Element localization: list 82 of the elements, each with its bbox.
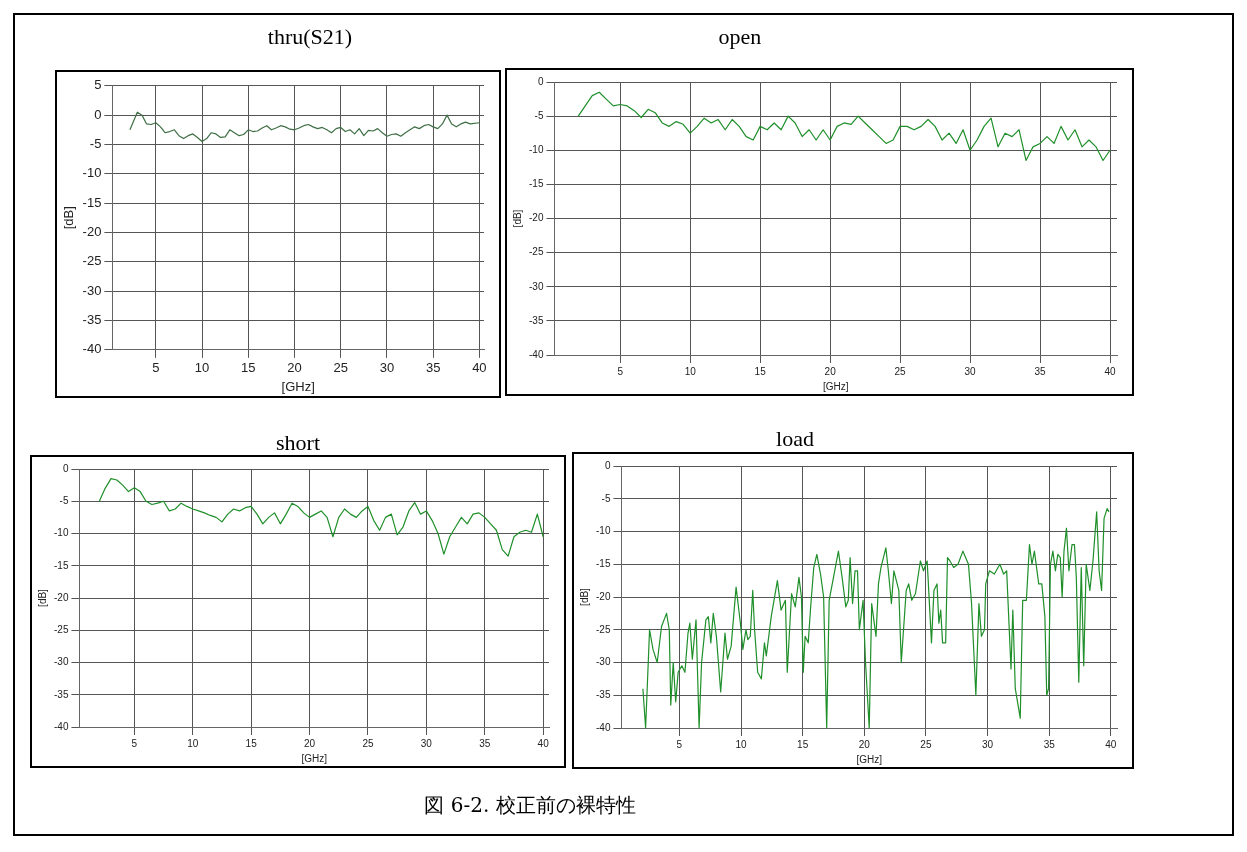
y-tick-label: -20	[82, 224, 102, 240]
x-axis-title: [GHz]	[301, 752, 328, 764]
y-tick-label: -5	[601, 492, 611, 504]
y-tick-label: -30	[596, 656, 611, 668]
y-tick-label: -30	[54, 656, 69, 668]
y-tick-label: -40	[54, 720, 69, 732]
x-tick-label: 5	[152, 360, 160, 376]
y-tick-label: -25	[596, 623, 611, 635]
y-axis-title: [dB]	[61, 206, 77, 230]
y-tick-label: -10	[82, 165, 102, 181]
x-tick-label: 20	[287, 360, 302, 376]
y-tick-label: -40	[82, 341, 102, 357]
x-tick-label: 15	[754, 365, 767, 377]
y-tick-label: -35	[54, 688, 69, 700]
x-tick-label: 30	[420, 737, 433, 749]
x-tick-label: 40	[1105, 738, 1117, 750]
y-tick-label: 0	[62, 462, 69, 474]
x-tick-label: 5	[131, 737, 138, 749]
x-tick-label: 40	[472, 360, 487, 376]
x-tick-label: 35	[1034, 365, 1047, 377]
chart-title: open	[717, 24, 763, 50]
y-tick-label: -30	[82, 282, 102, 298]
y-tick-label: -30	[529, 280, 544, 292]
y-tick-label: 5	[94, 77, 102, 93]
x-tick-label: 20	[824, 365, 837, 377]
y-tick-label: -15	[596, 558, 611, 569]
y-tick-label: -25	[529, 246, 544, 258]
y-tick-label: 0	[537, 75, 544, 87]
y-tick-label: -25	[82, 253, 102, 269]
x-tick-label: 40	[1104, 365, 1116, 377]
y-tick-label: -20	[529, 212, 544, 224]
chart-title: load	[775, 426, 815, 452]
x-tick-label: 25	[894, 365, 907, 377]
y-tick-label: -15	[54, 559, 69, 571]
chart-title: thru(S21)	[266, 24, 354, 50]
caption: 図 6-2. 校正前の裸特性	[423, 792, 637, 819]
y-axis-title: [dB]	[578, 587, 590, 606]
x-tick-label: 15	[797, 738, 809, 750]
y-tick-label: -35	[82, 312, 102, 328]
x-axis-title: [GHz]	[281, 378, 315, 394]
x-tick-label: 35	[479, 737, 491, 749]
x-tick-label: 10	[187, 737, 199, 749]
y-tick-label: -10	[596, 525, 611, 537]
x-tick-label: 35	[425, 360, 441, 376]
y-tick-label: -5	[534, 109, 544, 121]
y-axis-title: [dB]	[36, 588, 48, 607]
x-tick-label: 10	[194, 360, 210, 376]
x-tick-label: 5	[617, 365, 624, 377]
x-tick-label: 30	[982, 738, 994, 750]
x-tick-label: 25	[920, 738, 932, 750]
x-tick-label: 10	[684, 365, 697, 377]
y-tick-label: 0	[604, 459, 611, 471]
y-tick-label: -40	[596, 721, 611, 733]
x-tick-label: 25	[333, 360, 348, 376]
x-axis-title: [GHz]	[822, 380, 849, 392]
y-tick-label: -5	[59, 495, 69, 506]
x-tick-label: 20	[303, 737, 316, 749]
y-tick-label: -5	[89, 136, 102, 152]
y-tick-label: -10	[54, 527, 69, 539]
chart-title: short	[275, 430, 321, 456]
x-tick-label: 20	[858, 738, 871, 750]
x-tick-label: 40	[537, 737, 550, 749]
x-tick-label: 30	[379, 360, 395, 376]
y-tick-label: -35	[596, 689, 611, 700]
y-tick-label: -40	[529, 348, 544, 360]
x-tick-label: 25	[362, 737, 374, 749]
x-tick-label: 10	[735, 738, 748, 750]
x-tick-label: 15	[241, 360, 256, 376]
y-tick-label: -20	[596, 590, 611, 602]
y-tick-label: -25	[54, 624, 69, 635]
x-axis-title: [GHz]	[856, 753, 883, 765]
x-tick-label: 15	[245, 737, 258, 749]
x-tick-label: 35	[1043, 738, 1056, 750]
y-tick-label: -15	[82, 194, 102, 210]
y-tick-label: -10	[529, 144, 544, 155]
y-tick-label: 0	[94, 106, 102, 122]
y-tick-label: -15	[529, 178, 544, 190]
x-tick-label: 30	[964, 365, 977, 377]
y-axis-title: [dB]	[511, 209, 523, 228]
y-tick-label: -35	[529, 314, 544, 326]
y-tick-label: -20	[54, 591, 69, 603]
x-tick-label: 5	[676, 738, 683, 750]
